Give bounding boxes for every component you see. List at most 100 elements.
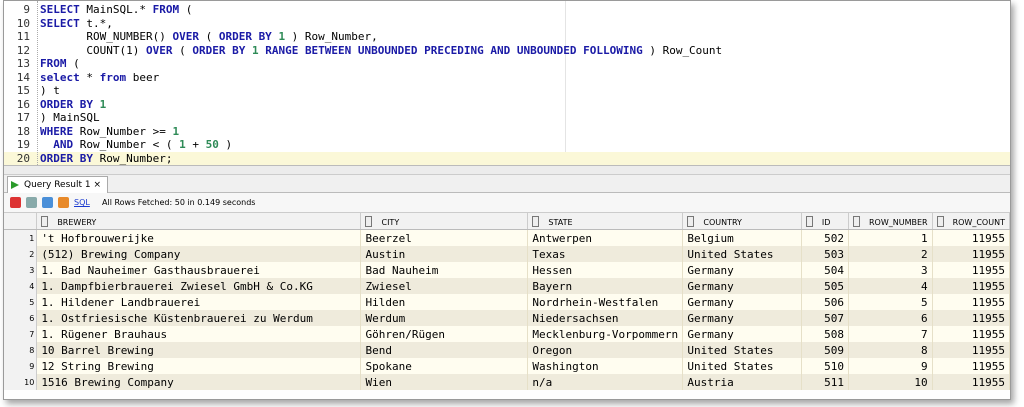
cell: 511 — [801, 374, 849, 390]
refresh-button[interactable] — [42, 197, 53, 208]
result-tab[interactable]: Query Result 1 × — [7, 176, 109, 193]
cell: United States — [682, 358, 802, 374]
code-text: WHERE Row_Number >= 1 — [40, 125, 179, 139]
cell: 1 — [848, 229, 933, 246]
cell: 1. Bad Nauheimer Gasthausbrauerei — [36, 262, 362, 278]
code-token — [93, 98, 100, 111]
column-header[interactable]: BREWERY — [36, 213, 362, 230]
code-token: ) t — [40, 84, 60, 97]
cell: Zwiesel — [360, 278, 529, 294]
margin-line — [565, 1, 566, 165]
code-text: ) t — [40, 84, 60, 98]
cell: 1. Hildener Landbrauerei — [36, 294, 362, 310]
code-token: ROW_NUMBER() — [40, 30, 173, 43]
cell: 11955 — [932, 310, 1010, 326]
export-button[interactable] — [58, 197, 69, 208]
column-header[interactable]: ROW_NUMBER — [848, 213, 933, 230]
tab-close[interactable]: × — [93, 180, 102, 190]
sort-icon — [687, 215, 695, 227]
result-row[interactable]: 8 10 Barrel Brewing Bend Oregon United State… — [4, 342, 1010, 358]
cell: 503 — [801, 246, 849, 262]
line-number: 16 — [16, 97, 30, 111]
result-toolbar: SQL All Rows Fetched: 50 in 0.149 second… — [4, 193, 1010, 213]
cell: Belgium — [682, 229, 802, 246]
line-number: 17 — [16, 111, 30, 124]
cell: 1. Dampfbierbrauerei Zwiesel GmbH & Co.K… — [36, 278, 362, 294]
result-row[interactable]: 9 12 String Brewing Spokane Washington Unite… — [4, 358, 1010, 374]
cell: Oregon — [527, 342, 684, 358]
cell: Austria — [682, 374, 802, 390]
code-token: 1 — [179, 138, 186, 151]
tab-label: Query Result 1 — [24, 180, 91, 190]
column-header[interactable]: ID — [801, 213, 849, 230]
cell: 8 — [848, 342, 933, 358]
code-token: + — [185, 138, 206, 151]
code-text: FROM ( — [40, 57, 80, 71]
sort-icon — [41, 215, 49, 227]
line-number: 19 — [16, 138, 30, 151]
cell: 10 Barrel Brewing — [36, 342, 362, 358]
cell: Niedersachsen — [527, 310, 684, 326]
line-number: 13 — [16, 57, 30, 70]
column-header[interactable]: STATE — [527, 213, 684, 230]
code-token: ORDER BY — [40, 151, 93, 165]
code-line: 12 COUNT(1) OVER ( ORDER BY 1 RANGE BETW… — [4, 44, 1010, 58]
code-token: 1 — [172, 124, 180, 138]
cell: 't Hofbrouwerijke — [36, 229, 362, 246]
cell: 11955 — [932, 326, 1010, 342]
row-index: 6 — [4, 310, 38, 326]
code-token: ORDER BY — [40, 97, 93, 111]
code-token: ( — [198, 30, 219, 43]
cell: Hessen — [527, 262, 684, 278]
cell: 2 — [848, 246, 933, 262]
splitter[interactable] — [4, 165, 1010, 175]
sort-icon — [805, 215, 813, 227]
row-index: 10 — [4, 374, 38, 390]
code-text: ORDER BY Row_Number; — [40, 152, 172, 166]
sql-link[interactable]: SQL — [74, 198, 90, 207]
code-text: AND Row_Number < ( 1 + 50 ) — [40, 138, 232, 152]
cell: 9 — [848, 358, 933, 374]
result-row[interactable]: 5 1. Hildener Landbrauerei Hilden Nordrhein… — [4, 294, 1010, 310]
code-token — [40, 138, 53, 151]
cell: 508 — [801, 326, 849, 342]
result-row[interactable]: 3 1. Bad Nauheimer Gasthausbrauerei Bad Na… — [4, 262, 1010, 278]
print-button[interactable] — [26, 197, 37, 208]
column-header[interactable]: COUNTRY — [682, 213, 802, 230]
cell: Beerzel — [360, 229, 529, 246]
result-row[interactable]: 6 1. Ostfriesische Küstenbrauerei zu Werd… — [4, 310, 1010, 326]
row-index: 2 — [4, 246, 38, 262]
cell: Nordrhein-Westfalen — [527, 294, 684, 310]
result-row[interactable]: 2 (512) Brewing Company Austin Texas United … — [4, 246, 1010, 262]
row-index: 3 — [4, 262, 38, 278]
code-text: COUNT(1) OVER ( ORDER BY 1 RANGE BETWEEN… — [40, 44, 722, 58]
code-line: 17) MainSQL — [4, 111, 1010, 125]
code-token: SELECT — [40, 16, 80, 30]
result-row[interactable]: 7 1. Rügener Brauhaus Göhren/Rügen Mecklenb… — [4, 326, 1010, 342]
column-label: ROW_NUMBER — [868, 217, 928, 227]
code-token: ( — [66, 57, 80, 70]
code-token: 1 — [278, 30, 286, 43]
result-row[interactable]: 1 't Hofbrouwerijke Beerzel Antwerpen Belgiu… — [4, 229, 1010, 246]
cell: 11955 — [932, 262, 1010, 278]
pin-button[interactable] — [10, 197, 21, 208]
cell: Germany — [682, 294, 802, 310]
code-text: ROW_NUMBER() OVER ( ORDER BY 1 ) Row_Num… — [40, 30, 377, 44]
cell: 1. Ostfriesische Küstenbrauerei zu Werdu… — [36, 310, 362, 326]
result-row[interactable]: 4 1. Dampfbierbrauerei Zwiesel GmbH & Co.… — [4, 278, 1010, 294]
sort-icon — [365, 215, 373, 227]
cell: 10 — [848, 374, 933, 390]
column-header[interactable]: CITY — [360, 213, 529, 230]
cell: (512) Brewing Company — [36, 246, 362, 262]
code-line: 10 SELECT t.*, — [4, 17, 1010, 31]
cell: 11955 — [932, 342, 1010, 358]
code-token: select — [40, 70, 80, 84]
sql-editor[interactable]: 9 SELECT MainSQL.* FROM (10 SELECT t.*, 11 … — [4, 1, 1010, 165]
code-token: AND — [53, 138, 74, 151]
sql-developer-window: 9 SELECT MainSQL.* FROM (10 SELECT t.*, 11 … — [3, 0, 1011, 400]
code-token: FROM — [40, 57, 67, 70]
column-header[interactable]: ROW_COUNT — [932, 213, 1010, 230]
result-row[interactable]: 10 1516 Brewing Company Wien n/a Austria 511 1… — [4, 374, 1010, 390]
cell: Antwerpen — [527, 229, 684, 246]
header-row: BREWERY CITY STATE COUNTRY ID ROW_NUMBER ROW_C… — [4, 213, 1010, 230]
